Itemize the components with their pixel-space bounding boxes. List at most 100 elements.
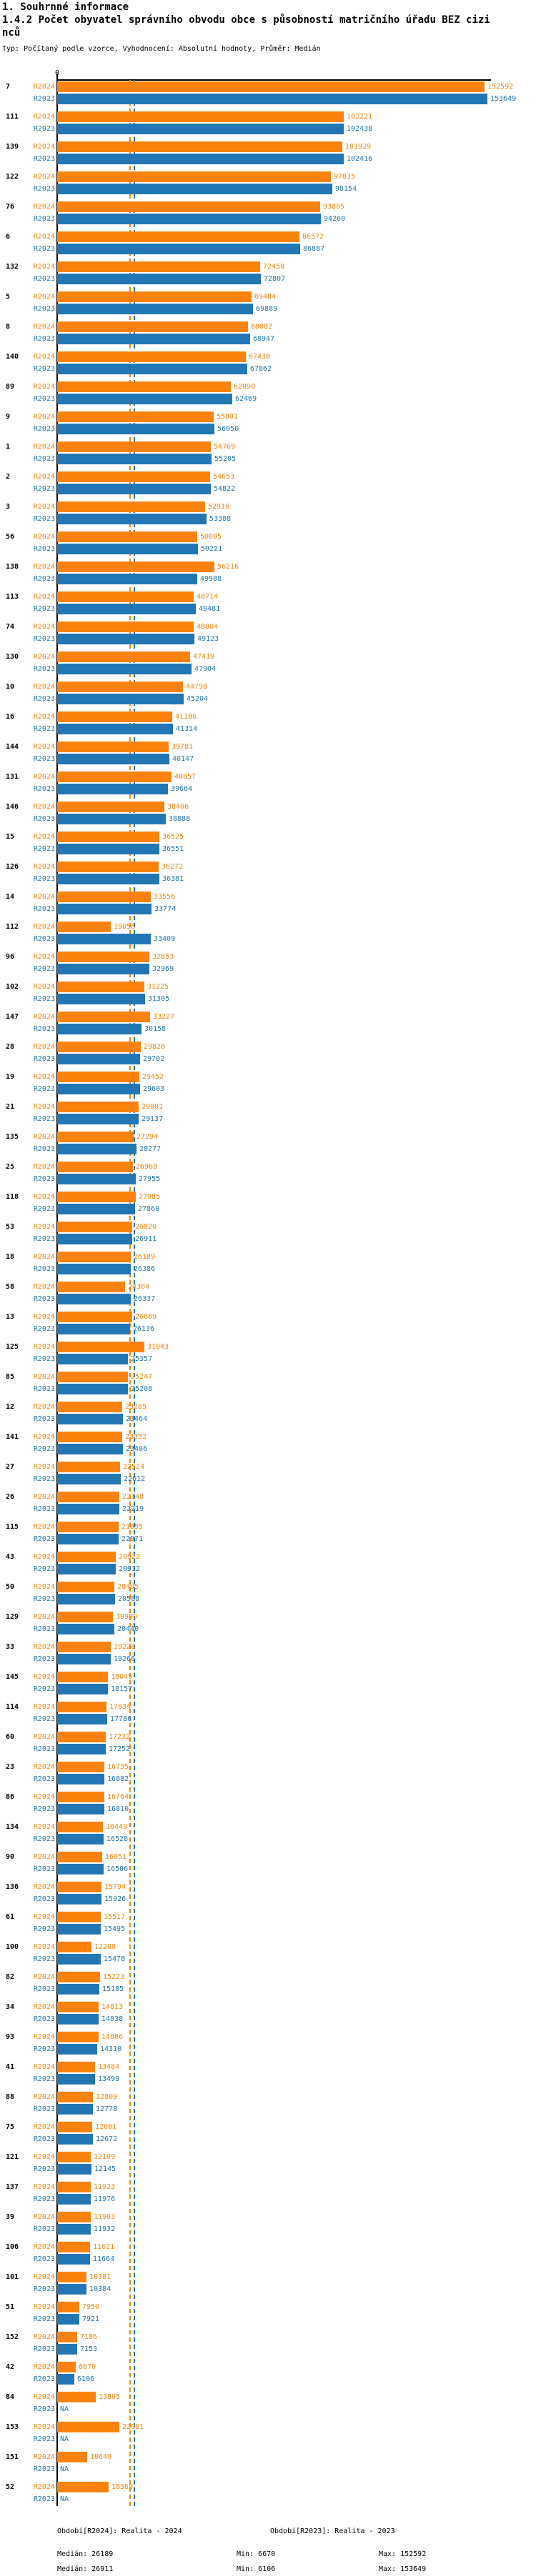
series-label-r2024: R2024 [33, 353, 55, 361]
bar-r2023 [57, 1024, 142, 1034]
bar-value-r2024: 19228 [114, 1643, 136, 1651]
bar-r2024 [57, 1762, 104, 1772]
group-label: 106 [6, 2243, 19, 2251]
group-row: 7 R2024 152592 R2023 153649 [0, 81, 536, 106]
bar-value-r2023: 22219 [122, 1505, 144, 1513]
series-label-r2023: R2023 [33, 2195, 55, 2203]
group-row: 28 R2024 29826 R2023 29702 [0, 1042, 536, 1066]
bar-r2023 [57, 2314, 79, 2325]
bar-value-r2024: 17232 [109, 1733, 131, 1741]
bar-value-r2023: 68947 [253, 335, 275, 343]
bar-value-r2024: 54653 [213, 473, 235, 481]
series-label-r2024: R2024 [33, 1973, 55, 1981]
bar-value-r2024: 13484 [98, 2063, 120, 2071]
bar-value-r2023: 7153 [80, 2345, 98, 2353]
group-label: 111 [6, 113, 19, 121]
group-row: 111 R2024 102221 R2023 102438 [0, 111, 536, 136]
series-label-r2023: R2023 [33, 845, 55, 853]
group-label: 34 [6, 2003, 15, 2011]
bar-value-r2024: 16764 [107, 1793, 129, 1801]
bar-value-r2024: 12208 [94, 1943, 116, 1951]
series-label-r2023: R2023 [33, 245, 55, 253]
series-label-r2023: R2023 [33, 455, 55, 463]
group-row: 126 R2024 36272 R2023 36381 [0, 862, 536, 886]
chart-meta-line: Typ: Počítaný podle vzorce, Vyhodnocení:… [2, 45, 321, 53]
group-row: 125 R2024 31043 R2023 25357 [0, 1342, 536, 1366]
bar-r2023 [57, 2224, 91, 2235]
bar-value-r2024: 18369 [111, 2483, 134, 2491]
bar-r2023 [57, 664, 192, 674]
bar-value-r2024: 41186 [175, 713, 197, 721]
bar-r2023 [57, 1234, 132, 1244]
group-label: 138 [6, 563, 19, 571]
bar-value-r2024: 69484 [254, 293, 277, 301]
group-row: 2 R2024 54653 R2023 54822 [0, 471, 536, 496]
bar-value-r2023: 26386 [134, 1265, 156, 1273]
group-row: 76 R2024 93805 R2023 94260 [0, 201, 536, 226]
bar-value-r2024: 15517 [104, 1913, 126, 1921]
series-label-r2024: R2024 [33, 1103, 55, 1111]
bar-value-r2024: 22081 [122, 2423, 144, 2431]
bar-value-r2024: 48804 [197, 623, 219, 631]
series-label-r2024: R2024 [33, 923, 55, 931]
footer-period-r2023: Období[R2023]: Realita - 2023 [270, 2527, 395, 2535]
series-label-r2023: R2023 [33, 275, 55, 283]
series-label-r2023: R2023 [33, 1625, 55, 1633]
group-row: 130 R2024 47419 R2023 47904 [0, 652, 536, 676]
series-label-r2024: R2024 [33, 623, 55, 631]
bar-value-r2024: 7950 [82, 2303, 100, 2311]
series-label-r2023: R2023 [33, 1895, 55, 1903]
series-label-r2024: R2024 [33, 2393, 55, 2401]
bar-r2023 [57, 304, 253, 314]
group-label: 42 [6, 2363, 15, 2371]
series-label-r2023: R2023 [33, 2255, 55, 2263]
group-row: 115 R2024 21855 R2023 22071 [0, 1522, 536, 1546]
bar-value-r2023: 17252 [109, 1745, 131, 1753]
bar-value-r2023: 41314 [176, 725, 198, 733]
bar-value-r2023: 30158 [144, 1025, 167, 1033]
group-row: 88 R2024 12809 R2023 12778 [0, 2092, 536, 2116]
bar-value-r2024: 32853 [152, 953, 174, 961]
bar-r2023 [57, 1564, 116, 1574]
series-label-r2023: R2023 [33, 785, 55, 793]
series-label-r2023: R2023 [33, 2345, 55, 2353]
bar-value-r2023: 49988 [200, 575, 222, 583]
series-label-r2023: R2023 [33, 1325, 55, 1333]
series-label-r2023: R2023 [33, 1445, 55, 1453]
bar-value-r2023: 14310 [100, 2045, 122, 2053]
bar-r2024 [57, 1852, 102, 1862]
na-label-r2023: NA [60, 2465, 69, 2473]
bar-value-r2023: 15926 [104, 1895, 126, 1903]
bar-value-r2024: 16449 [106, 1823, 128, 1831]
group-row: 10 R2024 44798 R2023 45204 [0, 682, 536, 706]
bar-r2024 [57, 952, 149, 962]
series-label-r2024: R2024 [33, 1553, 55, 1561]
group-label: 113 [6, 593, 19, 601]
series-label-r2024: R2024 [33, 1643, 55, 1651]
bar-value-r2024: 23332 [125, 1433, 147, 1441]
group-label: 43 [6, 1553, 15, 1561]
group-label: 151 [6, 2453, 19, 2461]
bar-value-r2024: 20495 [117, 1583, 139, 1591]
group-row: 18 R2024 26189 R2023 26386 [0, 1252, 536, 1276]
group-label: 9 [6, 413, 11, 421]
bar-r2023 [57, 2044, 97, 2055]
series-label-r2023: R2023 [33, 2285, 55, 2293]
bar-r2023 [57, 2164, 91, 2175]
bar-r2023 [57, 1654, 111, 1664]
series-label-r2023: R2023 [33, 2075, 55, 2083]
bar-r2023 [57, 1594, 115, 1604]
bar-value-r2023: 18157 [111, 1685, 133, 1693]
group-label: 75 [6, 2123, 15, 2131]
bar-value-r2023: 29702 [143, 1055, 165, 1063]
group-label: 58 [6, 1283, 15, 1291]
group-row: 14 R2024 33556 R2023 33774 [0, 892, 536, 916]
group-label: 18 [6, 1253, 15, 1261]
bar-value-r2023: 17786 [110, 1715, 132, 1723]
bar-r2023 [57, 1954, 101, 1965]
series-label-r2024: R2024 [33, 1883, 55, 1891]
series-label-r2024: R2024 [33, 1373, 55, 1381]
bar-value-r2023: 22071 [121, 1535, 144, 1543]
group-label: 10 [6, 683, 15, 691]
bar-value-r2024: 33556 [154, 893, 176, 901]
